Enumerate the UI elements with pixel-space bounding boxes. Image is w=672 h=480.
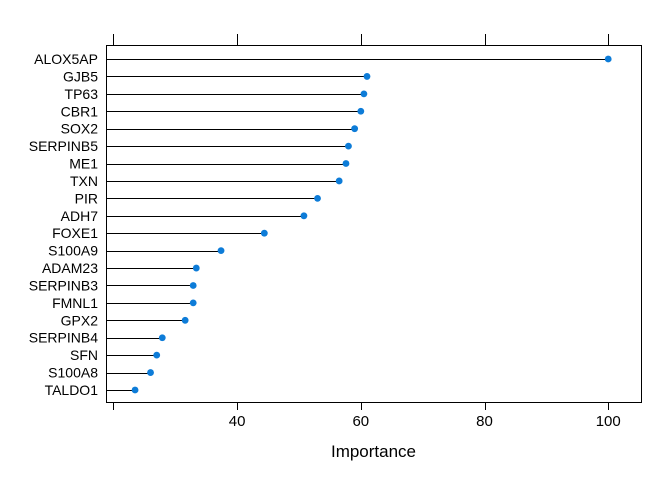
data-point-s100a9 <box>217 247 225 255</box>
x-axis-title: Importance <box>330 442 417 461</box>
x-tick-label: 40 <box>229 413 246 430</box>
y-axis-label: ME1 <box>69 156 98 172</box>
y-axis-label: CBR1 <box>61 103 99 119</box>
y-axis-label: FMNL1 <box>52 295 98 311</box>
data-point-serpinb3 <box>189 282 197 289</box>
data-point-adh7 <box>300 212 308 220</box>
data-point-pir <box>314 194 321 202</box>
y-axis-label: S100A9 <box>48 243 98 259</box>
y-axis-label: ADH7 <box>61 208 99 224</box>
data-point-gpx2 <box>181 316 189 324</box>
y-axis-label: ALOX5AP <box>34 51 98 67</box>
y-axis-label: PIR <box>75 190 98 206</box>
data-point-serpinb5 <box>345 142 352 150</box>
y-axis-label: SOX2 <box>61 121 99 137</box>
data-point-alox5ap <box>604 55 612 63</box>
data-point-cbr1 <box>357 107 365 115</box>
y-axis-label: ADAM23 <box>42 260 98 276</box>
y-axis-label: GPX2 <box>61 312 99 328</box>
y-axis-label: FOXE1 <box>52 225 98 241</box>
y-axis-label: SERPINB5 <box>29 138 98 154</box>
data-point-fmnl1 <box>189 299 197 307</box>
y-axis-label: SFN <box>70 347 98 363</box>
data-point-tp63 <box>360 90 368 98</box>
x-tick-label: 60 <box>352 413 369 430</box>
data-point-me1 <box>342 160 350 167</box>
y-axis-label: GJB5 <box>63 68 98 84</box>
y-axis-label: SERPINB4 <box>29 330 98 346</box>
x-tick-label: 100 <box>596 413 621 430</box>
data-point-serpinb4 <box>158 334 166 342</box>
data-point-s100a8 <box>147 369 154 376</box>
x-tick-label: 80 <box>476 413 493 430</box>
data-point-foxe1 <box>260 229 268 237</box>
y-axis-label: TXN <box>70 173 98 189</box>
data-point-taldo1 <box>131 386 139 394</box>
data-point-sfn <box>153 351 161 359</box>
data-point-adam23 <box>192 264 200 272</box>
data-point-sox2 <box>351 125 359 133</box>
y-axis-label: SERPINB3 <box>29 277 98 293</box>
y-axis-label: TP63 <box>65 86 99 102</box>
y-axis-label: S100A8 <box>48 365 98 381</box>
data-point-txn <box>335 177 343 185</box>
y-axis-label: TALDO1 <box>45 382 99 398</box>
panel-border <box>106 45 642 403</box>
data-point-gjb5 <box>363 73 371 80</box>
